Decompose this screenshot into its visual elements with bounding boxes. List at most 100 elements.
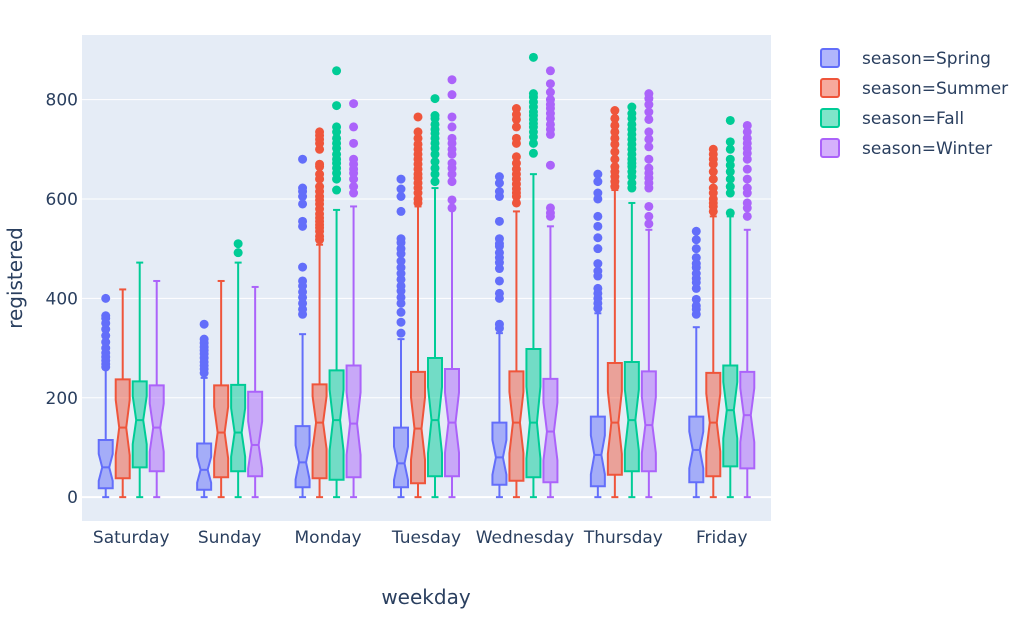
box-body xyxy=(97,439,114,490)
outlier-point xyxy=(644,211,654,221)
outlier-point xyxy=(691,226,701,236)
outlier-point xyxy=(396,192,406,202)
outlier-point xyxy=(349,182,359,192)
outlier-point xyxy=(644,163,654,173)
y-tick-label: 600 xyxy=(46,190,78,210)
outlier-point xyxy=(593,259,603,269)
box-body xyxy=(508,370,525,482)
outlier-point xyxy=(315,169,325,179)
outlier-point xyxy=(315,159,325,169)
outlier-point xyxy=(644,201,654,211)
outlier-point xyxy=(494,178,504,188)
outlier-point xyxy=(396,184,406,194)
box-season-spring xyxy=(294,154,311,499)
box-season-winter xyxy=(345,99,362,499)
outlier-point xyxy=(396,281,406,291)
box-body xyxy=(722,364,739,468)
outlier-point xyxy=(545,66,555,76)
outlier-point xyxy=(298,199,308,209)
outlier-point xyxy=(725,167,735,177)
legend-item[interactable]: season=Fall xyxy=(820,108,964,129)
box-season-fall xyxy=(722,115,739,499)
outlier-point xyxy=(742,183,752,193)
legend-swatch xyxy=(820,138,840,158)
box-body xyxy=(640,370,657,473)
outlier-point xyxy=(742,164,752,174)
x-tick-label: Friday xyxy=(696,528,748,548)
outlier-point xyxy=(725,137,735,147)
outlier-point xyxy=(708,183,718,193)
outlier-point xyxy=(349,99,359,109)
outlier-point xyxy=(644,142,654,152)
legend-label: season=Winter xyxy=(862,139,992,159)
x-tick-label: Wednesday xyxy=(476,528,574,548)
outlier-point xyxy=(593,211,603,221)
outlier-point xyxy=(413,112,423,122)
gridlines xyxy=(82,99,771,499)
outlier-point xyxy=(644,89,654,99)
outlier-point xyxy=(593,233,603,243)
box-body xyxy=(623,360,640,473)
legend-item[interactable]: season=Winter xyxy=(820,138,992,159)
x-tick-label: Saturday xyxy=(93,528,170,548)
legend-item[interactable]: season=Summer xyxy=(820,78,1008,99)
outlier-point xyxy=(627,109,637,119)
box-body xyxy=(491,421,508,486)
outlier-point xyxy=(447,112,457,122)
outlier-point xyxy=(233,248,243,258)
legend-swatch xyxy=(820,78,840,98)
outlier-point xyxy=(447,122,457,132)
outlier-point xyxy=(511,152,521,162)
outlier-point xyxy=(298,276,308,286)
legend[interactable]: season=Spring season=Summer season=Fall sea… xyxy=(820,48,1008,159)
outlier-point xyxy=(708,174,718,184)
box-season-spring xyxy=(688,226,705,499)
outlier-point xyxy=(593,188,603,198)
outlier-point xyxy=(332,185,342,195)
outlier-point xyxy=(742,133,752,143)
outlier-point xyxy=(742,174,752,184)
box-season-summer xyxy=(606,106,623,499)
box-body xyxy=(213,384,230,479)
outlier-point xyxy=(725,174,735,184)
box-season-winter xyxy=(542,66,559,499)
legend-label: season=Summer xyxy=(862,79,1008,99)
outlier-point xyxy=(593,169,603,179)
outlier-point xyxy=(396,174,406,184)
outlier-point xyxy=(528,52,538,62)
x-axis-title: weekday xyxy=(381,585,471,609)
outlier-point xyxy=(199,319,209,329)
outlier-point xyxy=(644,127,654,137)
box-season-fall xyxy=(623,102,640,499)
box-season-fall xyxy=(131,261,148,499)
outlier-point xyxy=(593,244,603,254)
outlier-point xyxy=(627,102,637,112)
outlier-point xyxy=(691,244,701,254)
box-body xyxy=(131,380,148,469)
box-season-spring xyxy=(589,169,606,499)
legend-label: season=Fall xyxy=(862,109,964,129)
box-season-fall xyxy=(525,52,542,499)
box-season-summer xyxy=(213,279,230,499)
outlier-point xyxy=(545,87,555,97)
outlier-point xyxy=(511,133,521,143)
outlier-point xyxy=(494,187,504,197)
outlier-point xyxy=(396,256,406,266)
box-season-summer xyxy=(705,144,722,499)
outlier-point xyxy=(691,294,701,304)
outlier-point xyxy=(511,122,521,132)
x-tick-label: Thursday xyxy=(583,528,663,548)
legend-item[interactable]: season=Spring xyxy=(820,48,991,69)
outlier-point xyxy=(298,154,308,164)
box-season-winter xyxy=(739,120,756,499)
outlier-point xyxy=(644,219,654,229)
box-season-fall xyxy=(328,66,345,499)
outlier-point xyxy=(610,120,620,130)
outlier-point xyxy=(610,113,620,123)
box-body xyxy=(247,390,264,478)
outlier-point xyxy=(430,177,440,187)
legend-swatch xyxy=(820,108,840,128)
box-body xyxy=(196,442,213,491)
outlier-point xyxy=(528,138,538,148)
